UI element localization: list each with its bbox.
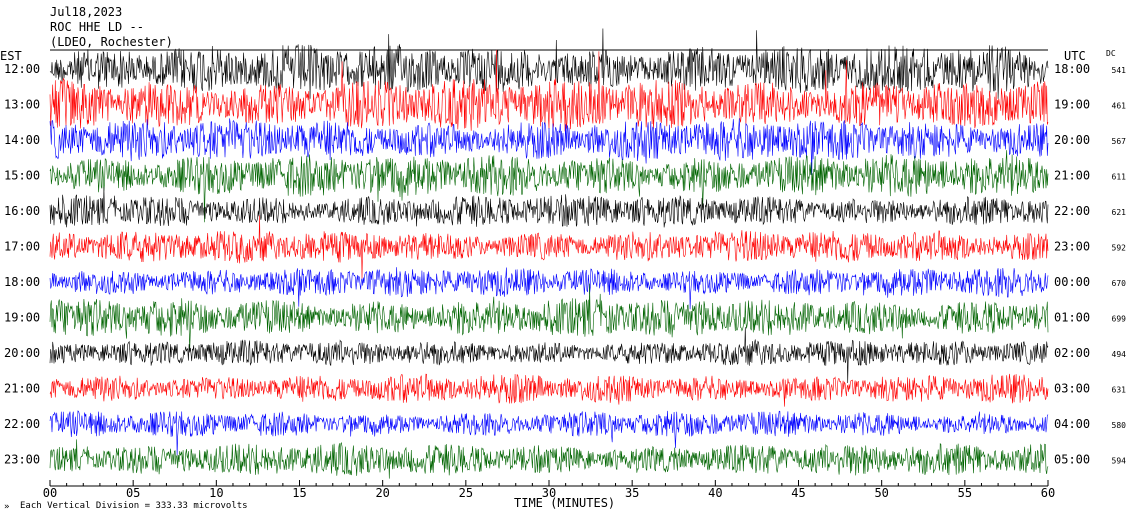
trace-row-5 [49, 215, 1049, 279]
seismic-traces [49, 28, 1049, 479]
dc-value-2: 567 [1112, 137, 1127, 146]
trace-row-0 [49, 28, 1049, 99]
x-tick-label: 50 [874, 486, 888, 500]
trace-row-7 [49, 283, 1049, 351]
est-label-4: 16:00 [4, 204, 40, 218]
dc-value-10: 580 [1112, 421, 1127, 430]
trace-row-3 [49, 150, 1049, 223]
dc-value-6: 670 [1112, 279, 1127, 288]
x-tick-label: 30 [542, 486, 556, 500]
dc-value-4: 621 [1112, 208, 1127, 217]
trace-row-10 [49, 410, 1049, 456]
est-label-5: 17:00 [4, 240, 40, 254]
est-label-11: 23:00 [4, 453, 40, 467]
x-tick-label: 25 [459, 486, 473, 500]
utc-label-6: 00:00 [1054, 275, 1090, 289]
est-label-1: 13:00 [4, 98, 40, 112]
dc-column-label: DC [1106, 49, 1116, 58]
title-network: (LDEO, Rochester) [50, 35, 173, 49]
est-label-9: 21:00 [4, 382, 40, 396]
est-label-6: 18:00 [4, 275, 40, 289]
est-label-7: 19:00 [4, 311, 40, 325]
dc-value-11: 594 [1112, 457, 1127, 466]
x-tick-label: 60 [1041, 486, 1055, 500]
x-axis-title: TIME (MINUTES) [514, 496, 615, 510]
dc-value-1: 461 [1112, 102, 1127, 111]
trace-row-9 [49, 373, 1049, 407]
est-label-2: 14:00 [4, 133, 40, 147]
x-tick-label: 00 [43, 486, 57, 500]
utc-label-2: 20:00 [1054, 133, 1090, 147]
x-tick-label: 35 [625, 486, 639, 500]
dc-value-9: 631 [1112, 386, 1127, 395]
x-tick-label: 45 [791, 486, 805, 500]
dc-value-8: 494 [1112, 350, 1127, 359]
utc-label-8: 02:00 [1054, 346, 1090, 360]
dc-value-0: 541 [1112, 66, 1127, 75]
est-label-8: 20:00 [4, 346, 40, 360]
utc-label-0: 18:00 [1054, 62, 1090, 76]
est-label-0: 12:00 [4, 62, 40, 76]
est-label-10: 22:00 [4, 417, 40, 431]
utc-label-11: 05:00 [1054, 453, 1090, 467]
x-tick-label: 40 [708, 486, 722, 500]
trace-row-1 [49, 49, 1049, 132]
x-tick-label: 55 [958, 486, 972, 500]
utc-label-3: 21:00 [1054, 169, 1090, 183]
utc-axis-label: UTC [1064, 49, 1086, 63]
x-tick-label: 15 [292, 486, 306, 500]
utc-label-9: 03:00 [1054, 382, 1090, 396]
utc-label-1: 19:00 [1054, 98, 1090, 112]
est-axis-label: EST [0, 49, 22, 63]
trace-row-6 [49, 267, 1049, 310]
dc-value-3: 611 [1112, 173, 1127, 182]
x-tick-label: 10 [209, 486, 223, 500]
trace-row-11 [49, 439, 1049, 479]
footnote-scale: Each Vertical Division = 333.33 microvol… [20, 501, 248, 511]
utc-label-5: 23:00 [1054, 240, 1090, 254]
utc-label-4: 22:00 [1054, 204, 1090, 218]
scale-icon: » [4, 502, 9, 512]
dc-value-7: 699 [1112, 315, 1127, 324]
utc-label-10: 04:00 [1054, 417, 1090, 431]
title-block: Jul18,2023 ROC HHE LD -- (LDEO, Rocheste… [50, 5, 173, 49]
trace-row-2 [49, 118, 1049, 176]
title-station: ROC HHE LD -- [50, 20, 144, 34]
dc-value-5: 592 [1112, 244, 1127, 253]
trace-row-4 [49, 187, 1049, 228]
title-date: Jul18,2023 [50, 5, 122, 19]
est-label-3: 15:00 [4, 169, 40, 183]
utc-label-7: 01:00 [1054, 311, 1090, 325]
trace-row-8 [49, 327, 1049, 384]
x-axis: 00 05 10 15 20 25 30 35 40 45 50 55 60 [43, 480, 1055, 500]
row-labels: 12:00 18:00 541 13:00 19:00 461 14:00 20:00 567 1… [4, 62, 1126, 467]
x-tick-label: 05 [126, 486, 140, 500]
x-tick-label: 20 [375, 486, 389, 500]
